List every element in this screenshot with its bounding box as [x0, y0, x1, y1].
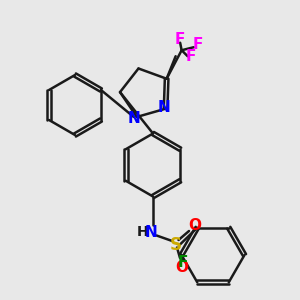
Text: F: F: [185, 49, 196, 64]
Text: O: O: [175, 260, 188, 274]
Text: N: N: [158, 100, 170, 115]
Text: F: F: [175, 32, 185, 47]
Text: S: S: [169, 236, 181, 253]
Text: O: O: [188, 218, 202, 232]
Text: N: N: [145, 225, 158, 240]
Text: F: F: [178, 255, 188, 270]
Text: N: N: [128, 111, 140, 126]
Text: F: F: [193, 37, 203, 52]
Text: H: H: [137, 226, 148, 239]
